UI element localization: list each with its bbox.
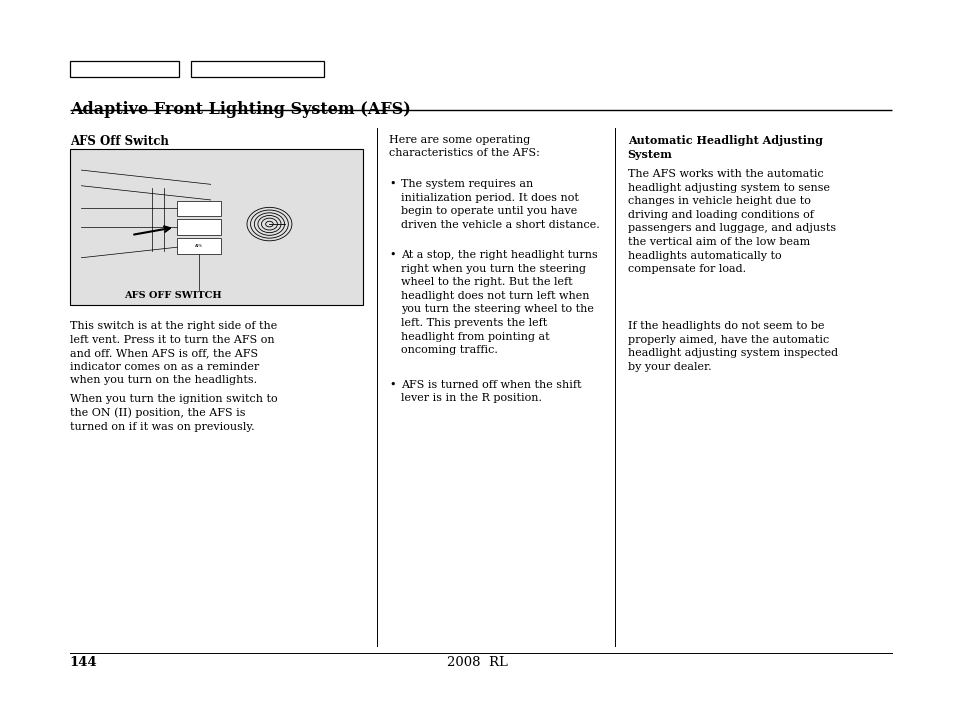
Text: The AFS works with the automatic
headlight adjusting system to sense
changes in : The AFS works with the automatic headlig… [627,169,835,274]
Text: •: • [389,380,395,390]
Bar [70,61,179,77]
Bar [70,149,363,305]
Text: Here are some operating
characteristics of the AFS:: Here are some operating characteristics … [389,135,539,158]
Bar [176,238,220,253]
Text: 2008  RL: 2008 RL [446,656,507,669]
Text: •: • [389,179,395,189]
Text: AFS OFF SWITCH: AFS OFF SWITCH [124,290,221,300]
Bar [191,61,324,77]
Text: Automatic Headlight Adjusting
System: Automatic Headlight Adjusting System [627,135,821,160]
Text: If the headlights do not seem to be
properly aimed, have the automatic
headlight: If the headlights do not seem to be prop… [627,321,837,372]
Text: At a stop, the right headlight turns
right when you turn the steering
wheel to t: At a stop, the right headlight turns rig… [400,250,597,355]
Text: Adaptive Front Lighting System (AFS): Adaptive Front Lighting System (AFS) [70,101,410,118]
Text: 144: 144 [70,656,97,669]
Text: The system requires an
initialization period. It does not
begin to operate until: The system requires an initialization pe… [400,179,598,230]
Bar [176,201,220,217]
Bar [176,219,220,235]
Text: •: • [389,250,395,260]
Text: AFS Off Switch: AFS Off Switch [70,135,169,148]
Text: AFS is turned off when the shift
lever is in the R position.: AFS is turned off when the shift lever i… [400,380,580,403]
Text: AFS: AFS [194,244,202,248]
Text: When you turn the ignition switch to
the ON (II) position, the AFS is
turned on : When you turn the ignition switch to the… [70,394,277,432]
Text: This switch is at the right side of the
left vent. Press it to turn the AFS on
a: This switch is at the right side of the … [70,321,276,386]
